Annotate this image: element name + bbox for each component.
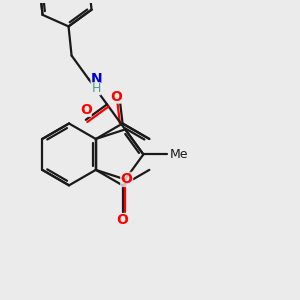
- Text: O: O: [121, 172, 133, 186]
- Text: Me: Me: [169, 148, 188, 161]
- Text: O: O: [80, 103, 92, 117]
- Text: N: N: [91, 72, 103, 86]
- Text: O: O: [110, 90, 122, 104]
- Text: O: O: [117, 213, 128, 227]
- Text: H: H: [92, 82, 101, 95]
